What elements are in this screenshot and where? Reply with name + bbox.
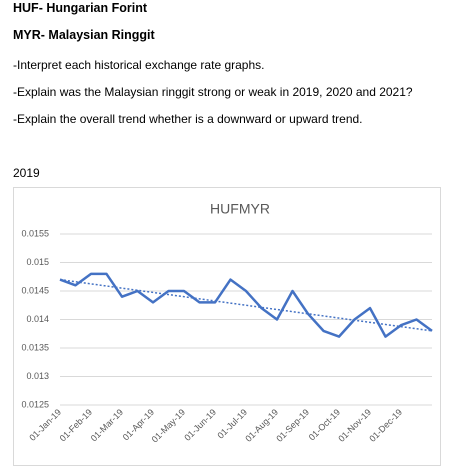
- chart-title: HUFMYR: [210, 201, 270, 217]
- y-tick-label: 0.0135: [21, 342, 49, 352]
- y-tick-label: 0.0145: [21, 285, 49, 295]
- y-tick-label: 0.013: [26, 371, 49, 381]
- data-line: [59, 272, 433, 338]
- text-line: -Explain was the Malaysian ringgit stron…: [13, 85, 413, 99]
- y-tick-label: 0.0155: [21, 228, 49, 238]
- text-line: -Interpret each historical exchange rate…: [13, 58, 265, 72]
- text-line: -Explain the overall trend whether is a …: [13, 112, 363, 126]
- heading: HUF- Hungarian Forint: [13, 1, 148, 15]
- trendline: [59, 278, 433, 332]
- y-tick-label: 0.014: [26, 314, 49, 324]
- y-tick-label: 0.0125: [21, 399, 49, 409]
- heading: MYR- Malaysian Ringgit: [13, 28, 155, 42]
- y-tick-label: 0.015: [26, 257, 49, 267]
- year-label: 2019: [13, 166, 40, 180]
